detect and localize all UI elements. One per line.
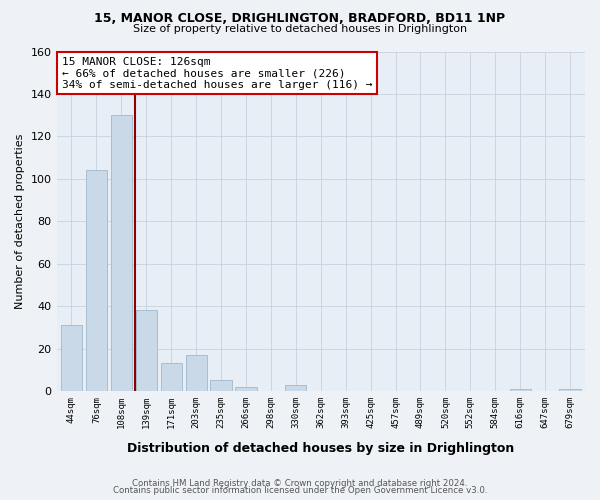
- Bar: [86, 170, 107, 391]
- Text: Size of property relative to detached houses in Drighlington: Size of property relative to detached ho…: [133, 24, 467, 34]
- Bar: [136, 310, 157, 391]
- Bar: [559, 389, 581, 391]
- Bar: [161, 364, 182, 391]
- Bar: [235, 387, 257, 391]
- Bar: [285, 384, 307, 391]
- Bar: [211, 380, 232, 391]
- Text: Contains public sector information licensed under the Open Government Licence v3: Contains public sector information licen…: [113, 486, 487, 495]
- Text: 15 MANOR CLOSE: 126sqm
← 66% of detached houses are smaller (226)
34% of semi-de: 15 MANOR CLOSE: 126sqm ← 66% of detached…: [62, 56, 373, 90]
- X-axis label: Distribution of detached houses by size in Drighlington: Distribution of detached houses by size …: [127, 442, 514, 455]
- Bar: [61, 325, 82, 391]
- Bar: [111, 115, 132, 391]
- Text: Contains HM Land Registry data © Crown copyright and database right 2024.: Contains HM Land Registry data © Crown c…: [132, 478, 468, 488]
- Text: 15, MANOR CLOSE, DRIGHLINGTON, BRADFORD, BD11 1NP: 15, MANOR CLOSE, DRIGHLINGTON, BRADFORD,…: [94, 12, 506, 26]
- Y-axis label: Number of detached properties: Number of detached properties: [15, 134, 25, 309]
- Bar: [509, 389, 531, 391]
- Bar: [185, 355, 207, 391]
